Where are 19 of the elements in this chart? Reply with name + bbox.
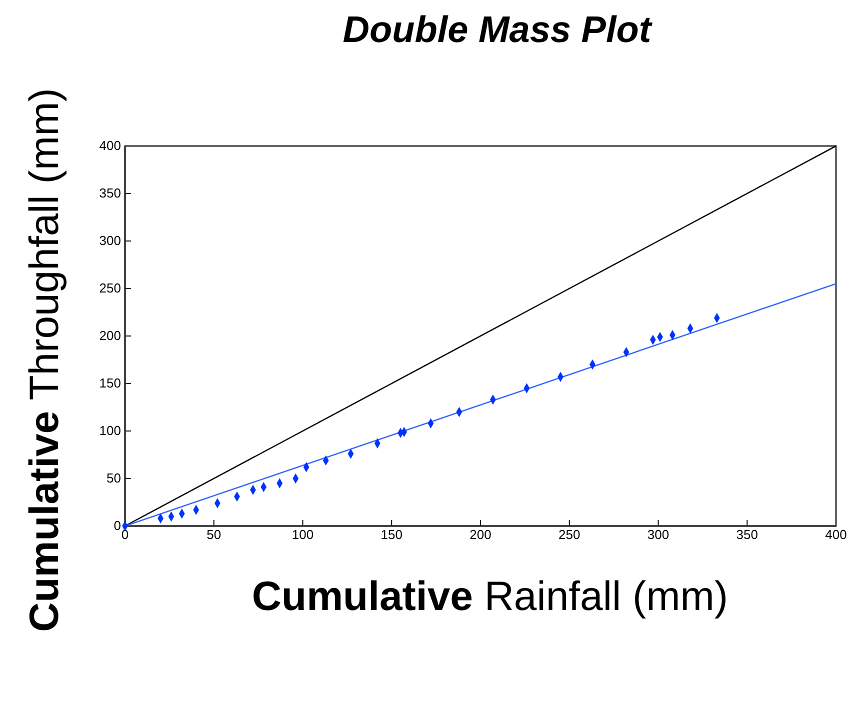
y-tick-label: 150 bbox=[99, 376, 121, 391]
x-tick-label: 150 bbox=[380, 527, 402, 542]
y-tick-label: 50 bbox=[106, 470, 121, 486]
chart-title: Double Mass Plot bbox=[342, 9, 653, 50]
y-tick-label: 200 bbox=[99, 328, 121, 344]
x-tick-label: 300 bbox=[647, 527, 670, 542]
y-tick-label: 250 bbox=[99, 280, 121, 296]
y-tick-label: 300 bbox=[99, 233, 121, 248]
x-tick-label: 50 bbox=[206, 527, 222, 542]
y-tick-label: 100 bbox=[99, 423, 121, 438]
y-tick-label: 350 bbox=[99, 186, 121, 201]
x-tick-label: 250 bbox=[558, 527, 580, 542]
x-axis-title: Cumulative Rainfall (mm) bbox=[252, 573, 728, 619]
x-tick-label: 350 bbox=[736, 527, 758, 542]
x-tick-label: 200 bbox=[470, 527, 492, 542]
x-tick-label: 400 bbox=[825, 527, 847, 542]
y-axis-title: Cumulative Throughfall (mm) bbox=[21, 88, 67, 632]
y-tick-label: 400 bbox=[99, 138, 121, 154]
x-tick-label: 100 bbox=[292, 527, 314, 542]
